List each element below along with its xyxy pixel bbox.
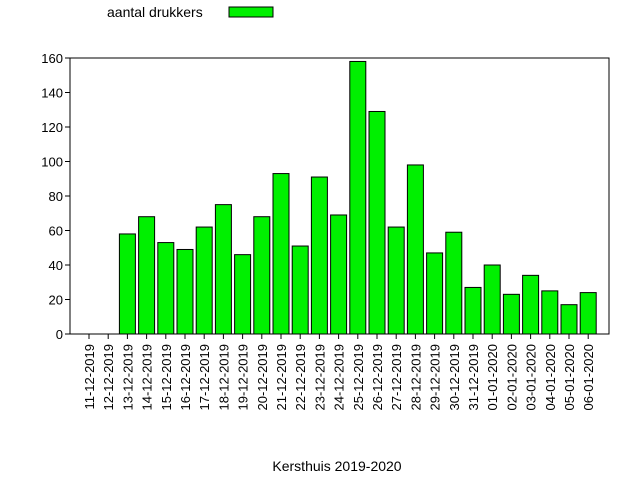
- bar: [118, 233, 136, 335]
- bar: [272, 173, 290, 335]
- legend-label: aantal drukkers: [107, 4, 203, 20]
- legend: aantal drukkers: [107, 4, 274, 20]
- legend-swatch: [228, 6, 274, 18]
- x-tick-label: 24-12-2019: [332, 344, 347, 411]
- bar: [176, 248, 194, 335]
- bar: [560, 304, 578, 335]
- x-tick-label: 06-01-2020: [581, 344, 596, 411]
- x-tick-label: 12-12-2019: [101, 344, 116, 411]
- bar: [349, 60, 367, 335]
- bar: [291, 245, 309, 335]
- bar: [502, 293, 520, 335]
- bar: [234, 254, 252, 335]
- y-tick-label: 60: [49, 224, 63, 239]
- x-tick-label: 03-01-2020: [524, 344, 539, 411]
- bar: [406, 164, 424, 335]
- y-tick-label: 100: [41, 155, 63, 170]
- bar: [157, 242, 175, 335]
- bar: [387, 226, 405, 335]
- x-tick-label: 17-12-2019: [197, 344, 212, 411]
- x-tick-label: 19-12-2019: [236, 344, 251, 411]
- y-tick-label: 40: [49, 258, 63, 273]
- bar: [426, 252, 444, 335]
- x-tick-label: 18-12-2019: [216, 344, 231, 411]
- x-tick-label: 23-12-2019: [312, 344, 327, 411]
- bar: [541, 290, 559, 335]
- x-tick-label: 01-01-2020: [485, 344, 500, 411]
- bar: [330, 214, 348, 335]
- bar: [195, 226, 213, 335]
- x-tick-label: 30-12-2019: [447, 344, 462, 411]
- bar: [522, 274, 540, 335]
- x-tick-label: 20-12-2019: [255, 344, 270, 411]
- plot-area: 0 20 40 60 80 100 120 140 160 11-12-2019 12-12-201…: [41, 51, 610, 411]
- x-tick-label: 15-12-2019: [159, 344, 174, 411]
- x-axis-label: Kersthuis 2019-2020: [272, 458, 401, 474]
- bar: [253, 216, 271, 335]
- y-tick-label: 0: [56, 327, 63, 342]
- x-tick-label: 25-12-2019: [351, 344, 366, 411]
- x-tick-label: 05-01-2020: [562, 344, 577, 411]
- x-tick-label: 31-12-2019: [466, 344, 481, 411]
- x-tick-label: 04-01-2020: [543, 344, 558, 411]
- bar: [445, 231, 463, 335]
- x-tick-label: 02-01-2020: [504, 344, 519, 411]
- x-tick-label: 28-12-2019: [408, 344, 423, 411]
- x-tick-label: 14-12-2019: [140, 344, 155, 411]
- x-tick-label: 13-12-2019: [120, 344, 135, 411]
- bar: [368, 110, 386, 335]
- x-tick-label: 21-12-2019: [274, 344, 289, 411]
- bar: [464, 286, 482, 335]
- bar: [138, 216, 156, 335]
- x-tick-label: 27-12-2019: [389, 344, 404, 411]
- x-tick-label: 26-12-2019: [370, 344, 385, 411]
- bar: [310, 176, 328, 335]
- y-tick-label: 140: [41, 86, 63, 101]
- x-tick-label: 22-12-2019: [293, 344, 308, 411]
- bar: [483, 264, 501, 335]
- bar: [214, 204, 232, 335]
- x-tick-label: 11-12-2019: [82, 344, 97, 410]
- y-tick-label: 20: [49, 293, 63, 308]
- y-tick-label: 160: [41, 51, 63, 66]
- y-tick-label: 80: [49, 189, 63, 204]
- y-tick-label: 120: [41, 120, 63, 135]
- bar: [579, 292, 597, 335]
- x-tick-label: 29-12-2019: [428, 344, 443, 411]
- x-tick-label: 16-12-2019: [178, 344, 193, 411]
